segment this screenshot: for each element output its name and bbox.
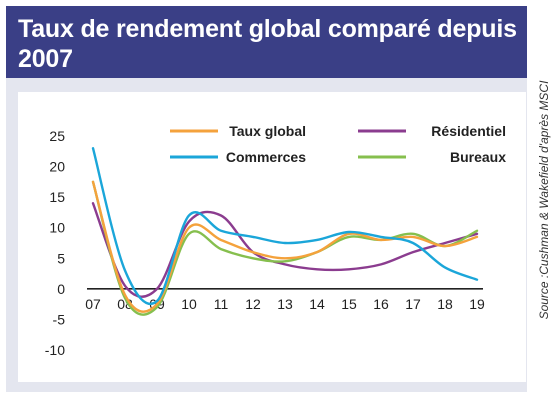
x-tick-label: 10 (181, 296, 197, 312)
legend-label: Résidentiel (431, 123, 506, 139)
x-tick-label: 12 (245, 296, 261, 312)
y-tick-label: 5 (57, 250, 65, 266)
source-text: Source :Cushman & Wakefield d'après MSCI (537, 80, 551, 320)
x-tick-label: 17 (405, 296, 421, 312)
x-tick-label: 19 (469, 296, 485, 312)
x-tick-label: 11 (214, 296, 229, 312)
legend-label: Bureaux (450, 149, 506, 165)
y-tick-label: 15 (49, 189, 65, 205)
chart-card: Taux de rendement global comparé depuis … (6, 6, 527, 392)
y-tick-label: 20 (49, 159, 65, 175)
x-tick-label: 13 (277, 296, 293, 312)
x-tick-label: 18 (437, 296, 453, 312)
y-tick-label: -10 (45, 342, 65, 358)
chart-panel: 25 20 15 10 5 0 -5 -10 07 08 09 10 11 12 13 14 15 16 17 18 1… (18, 92, 526, 382)
series-line-commerces (91, 147, 479, 305)
series-line-r-sidentiel (91, 202, 479, 298)
series-line-taux-global (91, 180, 479, 313)
legend-label: Taux global (229, 123, 306, 139)
source-note: Source :Cushman & Wakefield d'après MSCI (534, 10, 554, 390)
x-tick-label: 14 (309, 296, 325, 312)
legend-label: Commerces (226, 149, 306, 165)
y-tick-label: -5 (53, 311, 66, 327)
title-banner: Taux de rendement global comparé depuis … (6, 6, 527, 78)
x-tick-label: 15 (341, 296, 357, 312)
chart-title: Taux de rendement global comparé depuis … (18, 15, 517, 73)
y-tick-label: 25 (49, 128, 65, 144)
x-tick-label: 16 (373, 296, 389, 312)
series-line-bureaux (91, 180, 479, 316)
y-tick-label: 0 (57, 281, 65, 297)
x-tick-label: 07 (85, 296, 101, 312)
y-tick-label: 10 (49, 220, 65, 236)
